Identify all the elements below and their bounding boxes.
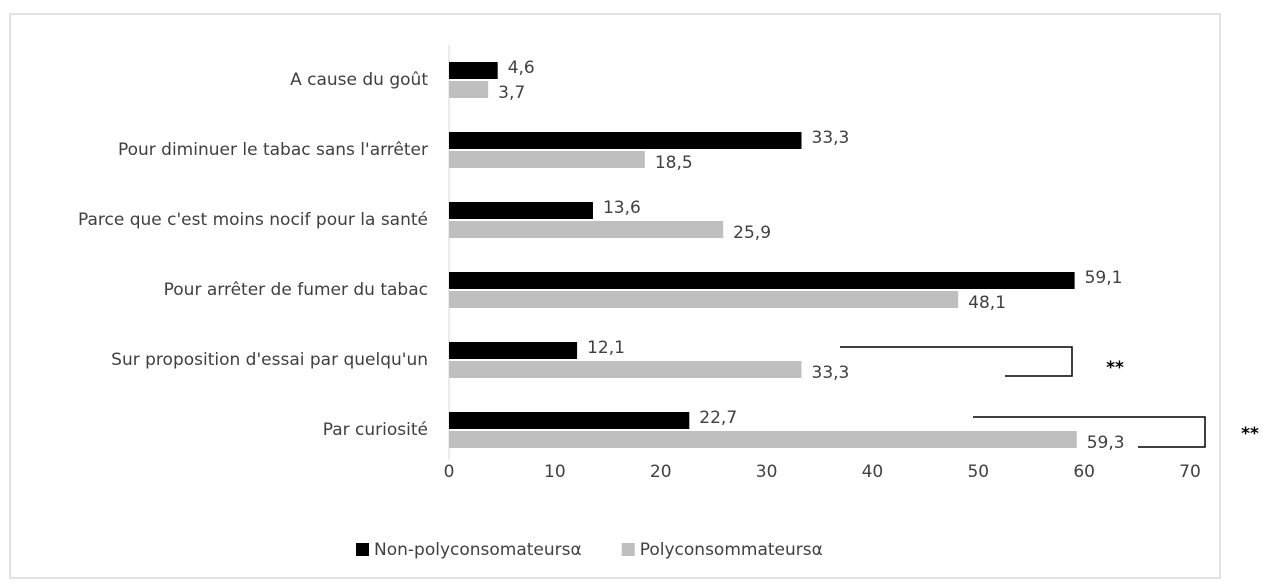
legend-swatch [356, 543, 369, 556]
value-label: 48,1 [968, 293, 1006, 313]
bracket [973, 416, 1206, 448]
significance-brackets [840, 346, 1206, 448]
legend-label: Non-polyconsomateursα [374, 540, 582, 560]
x-tick-label: 70 [1179, 462, 1201, 482]
x-tick-label: 10 [544, 462, 566, 482]
bar [449, 272, 1075, 289]
value-label: 18,5 [655, 153, 693, 173]
bar [449, 291, 959, 308]
x-tick-label: 30 [756, 462, 778, 482]
bar [449, 221, 724, 238]
value-label: 59,1 [1085, 268, 1123, 288]
value-label: 59,3 [1087, 433, 1125, 453]
x-tick-label: 20 [650, 462, 672, 482]
bar [449, 132, 802, 149]
significance-marker: ** [1241, 424, 1259, 444]
x-tick-label: 0 [444, 462, 455, 482]
bar [449, 412, 690, 429]
y-tick-label: Pour arrêter de fumer du tabac [164, 280, 428, 300]
y-tick-label: Sur proposition d'essai par quelqu'un [111, 350, 428, 370]
significance-marker: ** [1106, 358, 1124, 378]
y-tick-label: Parce que c'est moins nocif pour la sant… [78, 210, 428, 230]
bar [449, 202, 593, 219]
bar [449, 342, 578, 359]
y-tick-label: Par curiosité [323, 420, 428, 440]
value-label: 25,9 [733, 223, 771, 243]
bar [449, 62, 498, 79]
y-tick-label: A cause du goût [290, 70, 428, 90]
value-label: 22,7 [699, 408, 737, 428]
value-label: 3,7 [498, 83, 525, 103]
value-label: 12,1 [587, 338, 625, 358]
x-tick-label: 60 [1073, 462, 1095, 482]
x-tick-label: 50 [967, 462, 989, 482]
bar [449, 431, 1077, 448]
bar [449, 361, 802, 378]
y-tick-label: Pour diminuer le tabac sans l'arrêter [118, 140, 428, 160]
value-label: 33,3 [812, 363, 850, 383]
legend-swatch [621, 543, 635, 556]
bar [449, 151, 645, 168]
bar [449, 81, 489, 98]
value-label: 4,6 [508, 58, 535, 78]
x-tick-label: 40 [862, 462, 884, 482]
legend-label: Polyconsommateursα [640, 540, 823, 560]
value-label: 33,3 [812, 128, 850, 148]
value-label: 13,6 [603, 198, 641, 218]
bracket [840, 346, 1073, 377]
